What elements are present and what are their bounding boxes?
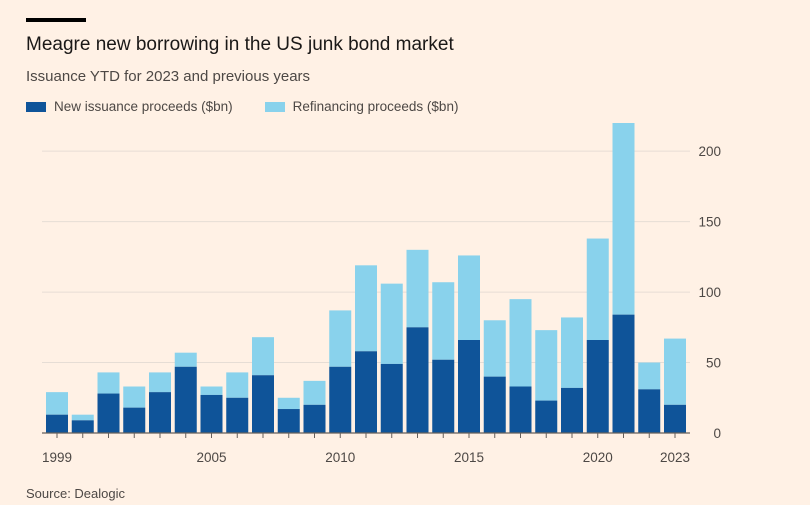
bar-new-issuance-1999 — [46, 414, 68, 433]
bar-new-issuance-2011 — [355, 351, 377, 433]
bar-new-issuance-2009 — [303, 404, 326, 433]
bar-refinancing-2011 — [355, 265, 377, 352]
bar-new-issuance-2000 — [71, 420, 94, 433]
y-tick-label-150: 150 — [698, 215, 721, 230]
legend-item-new-issuance: New issuance proceeds ($bn) — [26, 99, 233, 114]
bar-new-issuance-2006 — [226, 397, 249, 433]
source-note: Source: Dealogic — [26, 486, 125, 501]
y-tick-label-50: 50 — [706, 356, 721, 371]
bar-refinancing-2005 — [200, 386, 223, 395]
bar-new-issuance-2008 — [277, 409, 300, 433]
bar-refinancing-2003 — [149, 372, 171, 393]
bar-new-issuance-2023 — [664, 404, 686, 433]
y-tick-label-200: 200 — [698, 144, 721, 159]
chart-title: Meagre new borrowing in the US junk bond… — [26, 34, 454, 55]
legend-label-new-issuance: New issuance proceeds ($bn) — [54, 99, 233, 114]
bar-new-issuance-2013 — [406, 327, 429, 433]
x-tick-label-1999: 1999 — [42, 450, 72, 465]
x-tick-label-2005: 2005 — [196, 450, 226, 465]
y-tick-label-0: 0 — [713, 426, 721, 441]
bar-new-issuance-2014 — [432, 359, 455, 433]
bar-refinancing-2009 — [303, 380, 326, 405]
bar-new-issuance-2019 — [561, 387, 583, 433]
x-tick-label-2020: 2020 — [583, 450, 613, 465]
bar-new-issuance-2012 — [380, 363, 403, 433]
chart-subtitle: Issuance YTD for 2023 and previous years — [26, 68, 311, 85]
bar-refinancing-2000 — [71, 414, 94, 421]
legend: New issuance proceeds ($bn) Refinancing … — [26, 99, 490, 114]
bar-refinancing-2021 — [612, 123, 635, 315]
bar-new-issuance-2010 — [329, 366, 352, 433]
bar-refinancing-2022 — [638, 362, 661, 390]
bar-new-issuance-2017 — [509, 386, 532, 433]
y-tick-label-100: 100 — [698, 285, 721, 300]
x-tick-label-2010: 2010 — [325, 450, 355, 465]
legend-label-refinancing: Refinancing proceeds ($bn) — [292, 99, 459, 114]
bar-new-issuance-2016 — [483, 376, 506, 433]
bar-new-issuance-2007 — [252, 375, 274, 433]
bar-refinancing-2018 — [535, 330, 558, 401]
bar-new-issuance-2020 — [586, 340, 609, 433]
brand-bar — [26, 18, 86, 22]
bar-refinancing-2010 — [329, 310, 352, 367]
x-tick-label-2015: 2015 — [454, 450, 484, 465]
bar-refinancing-2008 — [277, 397, 300, 410]
bar-refinancing-2014 — [432, 282, 455, 360]
bar-refinancing-2013 — [406, 249, 429, 328]
bar-new-issuance-2022 — [638, 389, 661, 433]
bar-refinancing-2001 — [97, 372, 120, 394]
bar-new-issuance-2005 — [200, 394, 223, 433]
bar-new-issuance-2003 — [149, 392, 171, 433]
bar-refinancing-2015 — [458, 255, 480, 340]
x-tick-label-2023: 2023 — [660, 450, 690, 465]
bar-refinancing-2019 — [561, 317, 583, 388]
legend-item-refinancing: Refinancing proceeds ($bn) — [264, 99, 459, 114]
bar-new-issuance-2004 — [174, 366, 197, 433]
bar-refinancing-1999 — [46, 392, 68, 415]
bar-new-issuance-2002 — [123, 407, 146, 433]
bar-refinancing-2004 — [174, 352, 197, 367]
bar-refinancing-2023 — [664, 338, 686, 405]
bar-new-issuance-2021 — [612, 314, 635, 433]
bar-new-issuance-2018 — [535, 400, 558, 433]
bar-new-issuance-2001 — [97, 393, 120, 433]
bar-refinancing-2020 — [586, 238, 609, 340]
bar-refinancing-2012 — [380, 283, 403, 364]
legend-swatch-new-issuance — [26, 101, 46, 112]
bar-new-issuance-2015 — [458, 340, 480, 433]
bar-refinancing-2017 — [509, 299, 532, 387]
bar-refinancing-2006 — [226, 372, 249, 398]
bar-refinancing-2002 — [123, 386, 146, 408]
bar-refinancing-2016 — [483, 320, 506, 377]
legend-swatch-refinancing — [264, 101, 285, 112]
bar-refinancing-2007 — [252, 337, 274, 376]
